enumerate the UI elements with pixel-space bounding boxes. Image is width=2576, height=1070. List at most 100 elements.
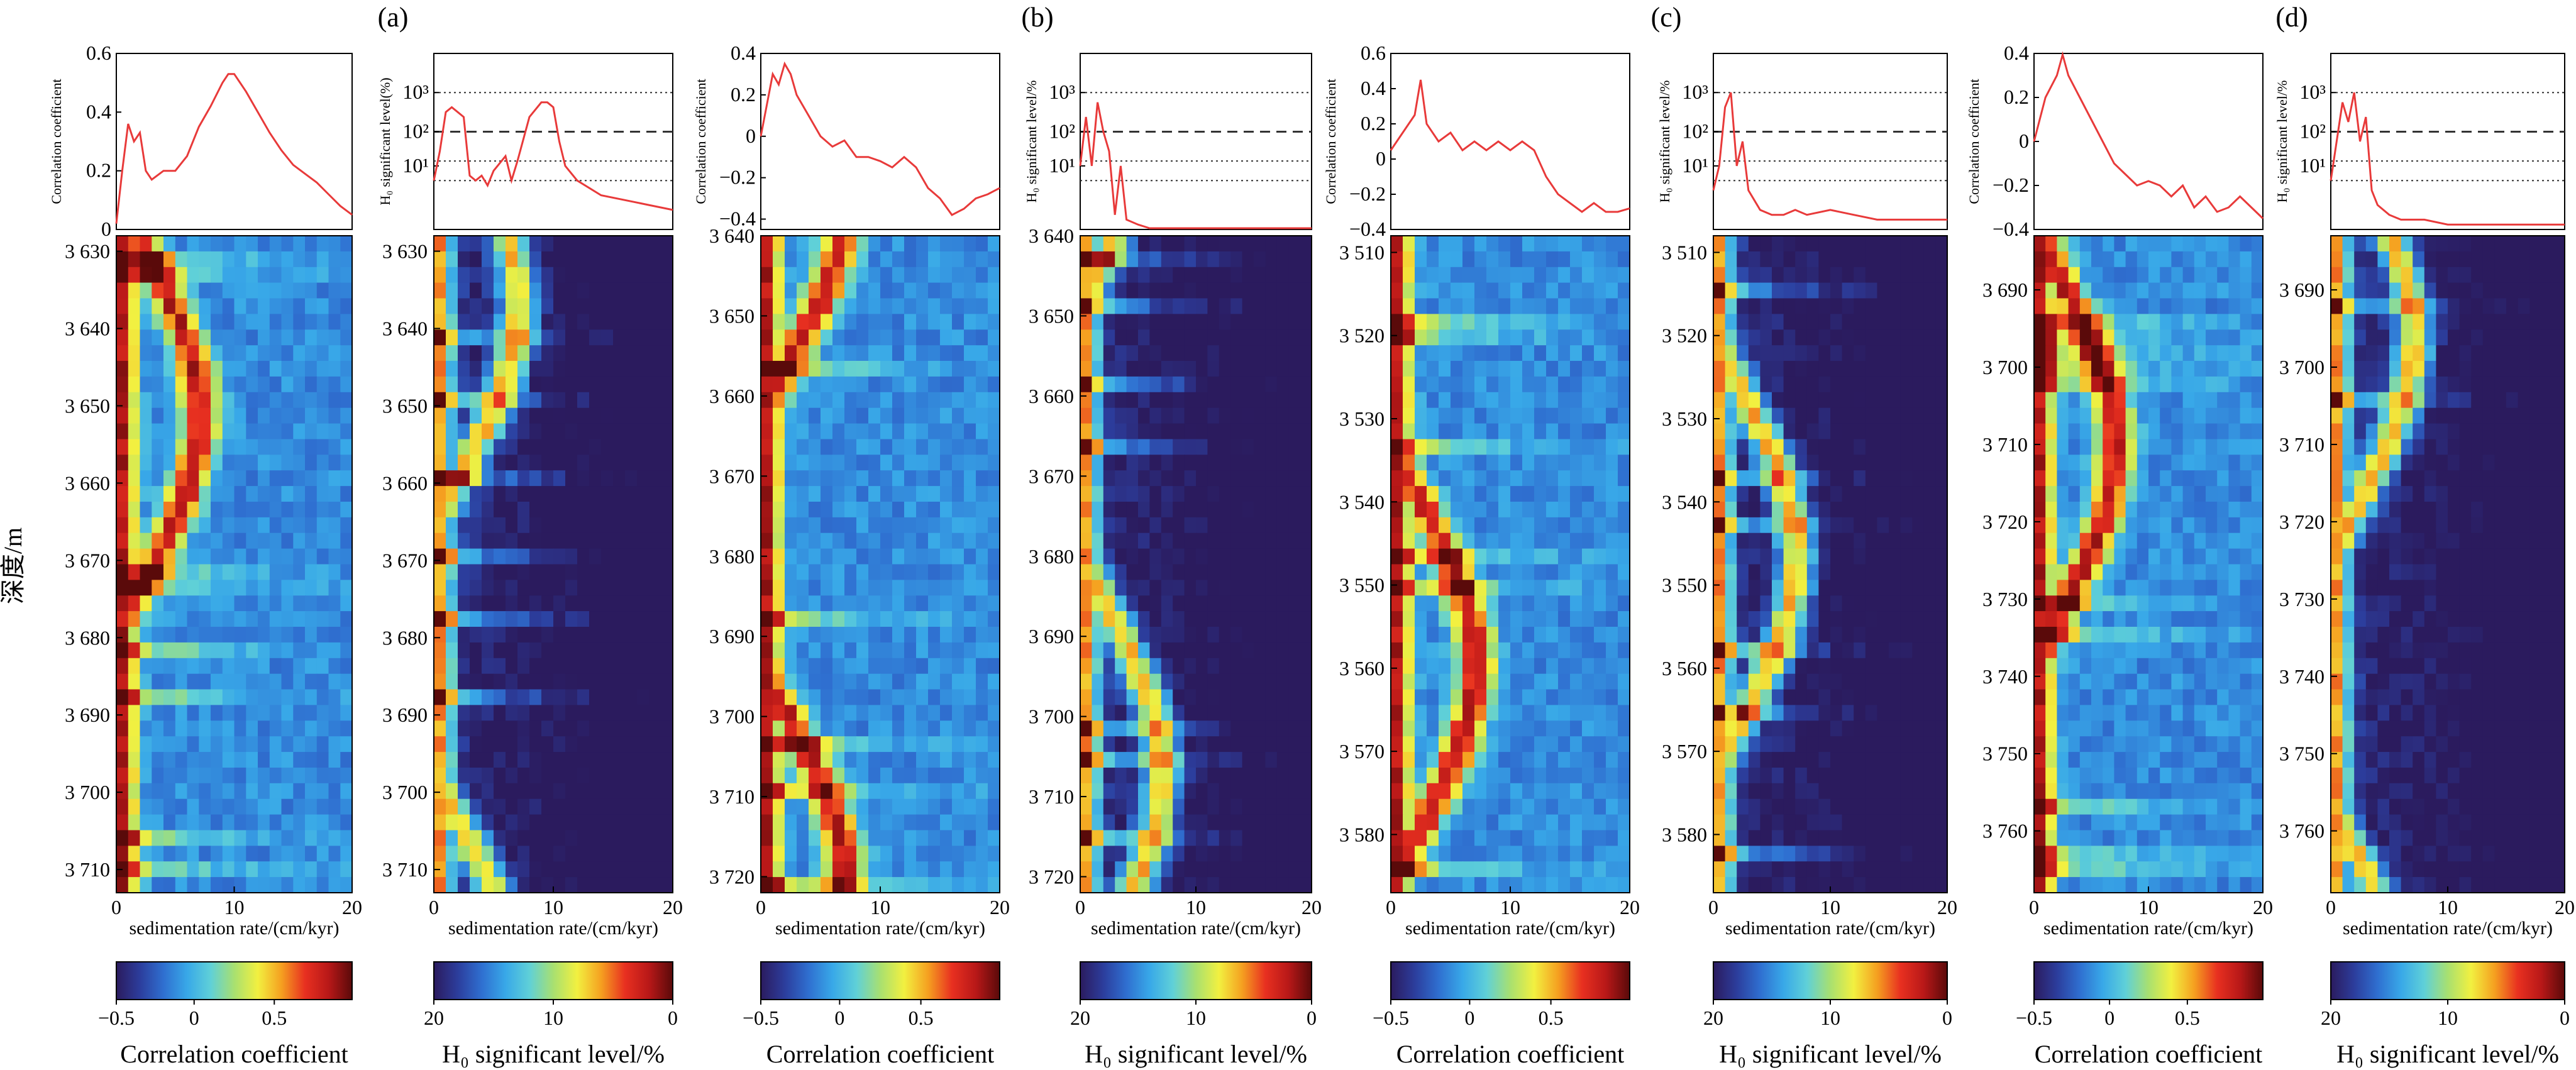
heatmap-cell <box>1161 705 1173 722</box>
heatmap-cell <box>1783 486 1796 502</box>
heatmap-cell <box>1254 830 1266 847</box>
heatmap-cell <box>1912 580 1925 597</box>
heatmap-cell <box>1080 314 1093 331</box>
heatmap-cell <box>1288 345 1301 361</box>
heatmap-cell <box>1439 720 1451 737</box>
heatmap-cell <box>1522 532 1535 549</box>
heatmap-cell <box>1427 705 1439 722</box>
heatmap-cell <box>1439 627 1451 643</box>
heatmap-cell <box>832 798 845 815</box>
heatmap-cell <box>246 486 258 502</box>
heatmap-cell <box>1196 361 1208 377</box>
heatmap-cell <box>637 658 650 675</box>
heatmap-cell <box>281 830 294 847</box>
heatmap-cell <box>246 611 258 627</box>
heatmap-cell <box>1854 564 1866 581</box>
heatmap-cell <box>1427 752 1439 768</box>
heatmap-cell <box>761 423 773 440</box>
heatmap-cell <box>1173 752 1185 768</box>
heatmap-cell <box>128 705 141 722</box>
heatmap-cell <box>637 580 650 597</box>
heatmap-cell <box>1196 329 1208 346</box>
heatmap-cell <box>470 548 482 565</box>
heatmap-cell <box>1522 861 1535 878</box>
heatmap-cell <box>340 532 353 549</box>
heatmap-cell <box>761 580 773 597</box>
heatmap-cell <box>1606 267 1618 284</box>
heatmap-cell <box>1474 423 1487 440</box>
heatmap-cell <box>904 830 917 847</box>
heatmap-cell <box>868 345 881 361</box>
heatmap-cell <box>1474 611 1487 627</box>
heatmap-cell <box>517 267 530 284</box>
heatmap-cell <box>1534 580 1547 597</box>
heatmap-cell <box>637 783 650 800</box>
heatmap-cell <box>1877 314 1889 331</box>
heatmap-cell <box>1818 361 1831 377</box>
heatmap-cell <box>868 470 881 487</box>
heatmap-cell <box>1760 439 1772 456</box>
heatmap-cell <box>1439 298 1451 315</box>
heatmap-cell <box>904 580 917 597</box>
heatmap-cell <box>1403 470 1415 487</box>
heatmap-cell <box>458 532 470 549</box>
heatmap-cell <box>269 658 282 675</box>
heatmap-cell <box>649 673 661 690</box>
heatmap-cell <box>446 611 458 627</box>
heatmap-cell <box>589 720 602 737</box>
heatmap-cell <box>904 658 917 675</box>
heatmap-cell <box>281 861 294 878</box>
heatmap-cell <box>1219 236 1231 252</box>
heatmap-cell <box>1900 314 1913 331</box>
heatmap-cell <box>1546 345 1559 361</box>
heatmap-cell <box>1737 361 1749 377</box>
heatmap-cell <box>613 329 626 346</box>
heatmap-cell <box>988 267 1000 284</box>
heatmap-cell <box>1451 689 1463 706</box>
heatmap-cell <box>773 705 785 722</box>
heatmap-cell <box>1288 392 1301 409</box>
heatmap-cell <box>1760 627 1772 643</box>
heatmap-cell <box>773 768 785 784</box>
heatmap-cell <box>316 736 329 753</box>
heatmap-cell <box>1854 627 1866 643</box>
heatmap-cell <box>128 642 141 659</box>
heatmap-cell <box>1427 329 1439 346</box>
heatmap-cell <box>458 392 470 409</box>
heatmap-cell <box>293 830 306 847</box>
heatmap-cell <box>434 470 446 487</box>
heatmap-cell <box>880 532 893 549</box>
heatmap-cell <box>649 611 661 627</box>
heatmap-cell <box>1713 329 1726 346</box>
heatmap-cell <box>976 705 988 722</box>
heatmap-cell <box>1737 455 1749 471</box>
heatmap-cell <box>553 329 566 346</box>
heatmap-cell <box>199 329 211 346</box>
heatmap-cell <box>293 517 306 534</box>
heatmap-cell <box>565 830 578 847</box>
heatmap-cell <box>140 798 153 815</box>
heatmap-cell <box>577 642 590 659</box>
heatmap-cell <box>434 673 446 690</box>
heatmap-cell <box>1391 486 1403 502</box>
heatmap-cell <box>1276 548 1289 565</box>
heatmap-cell <box>1126 376 1139 393</box>
heatmap-cell <box>1889 502 1901 518</box>
heatmap-cell <box>234 314 247 331</box>
colorbar-b-h0 <box>1080 961 1312 1000</box>
heatmap-cell <box>1126 658 1139 675</box>
heatmap-cell <box>1184 861 1197 878</box>
heatmap-cell <box>637 423 650 440</box>
heatmap-cell <box>316 486 329 502</box>
heatmap-cell <box>175 486 188 502</box>
heatmap-cell <box>1830 502 1843 518</box>
heatmap-cell <box>1230 236 1243 252</box>
heatmap-cell <box>1103 642 1115 659</box>
heatmap-cell <box>1865 314 1878 331</box>
heatmap-cell <box>1288 611 1301 627</box>
heatmap-cell <box>1300 532 1312 549</box>
heatmap-cell <box>1737 423 1749 440</box>
heatmap-cell <box>976 783 988 800</box>
heatmap-cell <box>1534 720 1547 737</box>
heatmap-cell <box>1451 720 1463 737</box>
